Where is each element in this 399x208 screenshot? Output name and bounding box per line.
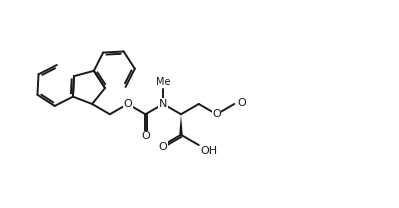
Text: N: N [159, 99, 168, 109]
Text: O: O [237, 98, 246, 108]
Text: O: O [123, 99, 132, 109]
Text: Me: Me [156, 77, 170, 87]
Text: O: O [237, 99, 246, 109]
Polygon shape [179, 114, 183, 135]
Text: O: O [212, 109, 221, 119]
Text: O: O [159, 142, 168, 152]
Text: OH: OH [201, 146, 218, 156]
Text: O: O [141, 131, 150, 141]
